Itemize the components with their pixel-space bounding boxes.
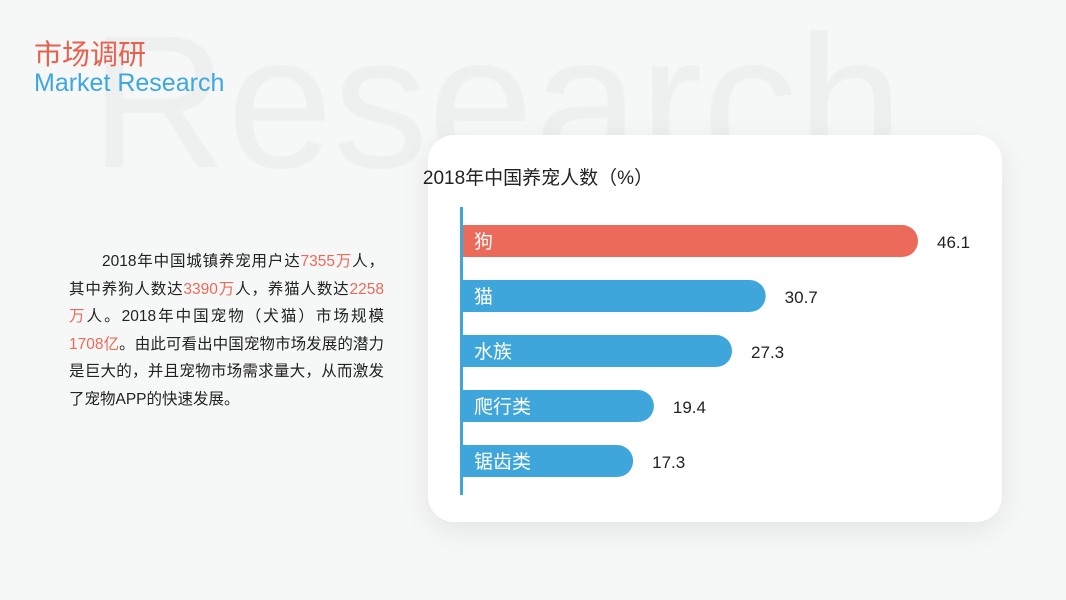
category-label: 锯齿类 (474, 451, 531, 473)
bar (462, 335, 733, 367)
page-title: 市场调研 (34, 39, 147, 70)
category-label: 爬行类 (474, 396, 531, 418)
chart-title: 2018年中国养宠人数（%） (422, 168, 654, 189)
value-label: 30.7 (785, 288, 818, 307)
highlight-number: 7355万 (300, 253, 353, 270)
paragraph-text: 人，养猫人数达 (235, 280, 350, 298)
paragraph-text: 人，其中养狗人数达 (69, 253, 384, 298)
description-paragraph: 2018年中国城镇养宠用户达7355万人，其中养狗人数达3390万人，养猫人数达… (69, 248, 384, 413)
value-label: 17.3 (652, 453, 685, 472)
paragraph-text: 。由此可看出中国宠物市场发展的潜力是巨大的，并且宠物市场需求量大，从而激发了宠物… (69, 335, 384, 408)
paragraph-text: 人。2018年中国宠物（犬猫）市场规模 (86, 308, 384, 325)
page-subtitle: Market Research (34, 69, 225, 97)
highlight-number: 2258万 (69, 280, 384, 326)
value-label: 19.4 (673, 398, 706, 417)
bar (462, 280, 766, 312)
value-label: 46.1 (937, 233, 970, 252)
highlight-number: 3390万 (183, 280, 236, 298)
highlight-number: 1708亿 (69, 335, 120, 353)
bar (462, 390, 654, 422)
y-axis-line (460, 207, 463, 495)
paragraph-text: 2018年中国城镇养宠用户达 (102, 253, 301, 270)
bar (462, 225, 918, 257)
bar (462, 445, 634, 477)
value-label: 27.3 (751, 343, 784, 362)
category-label: 水族 (474, 341, 512, 363)
category-label: 狗 (474, 231, 493, 253)
category-label: 猫 (474, 286, 493, 308)
